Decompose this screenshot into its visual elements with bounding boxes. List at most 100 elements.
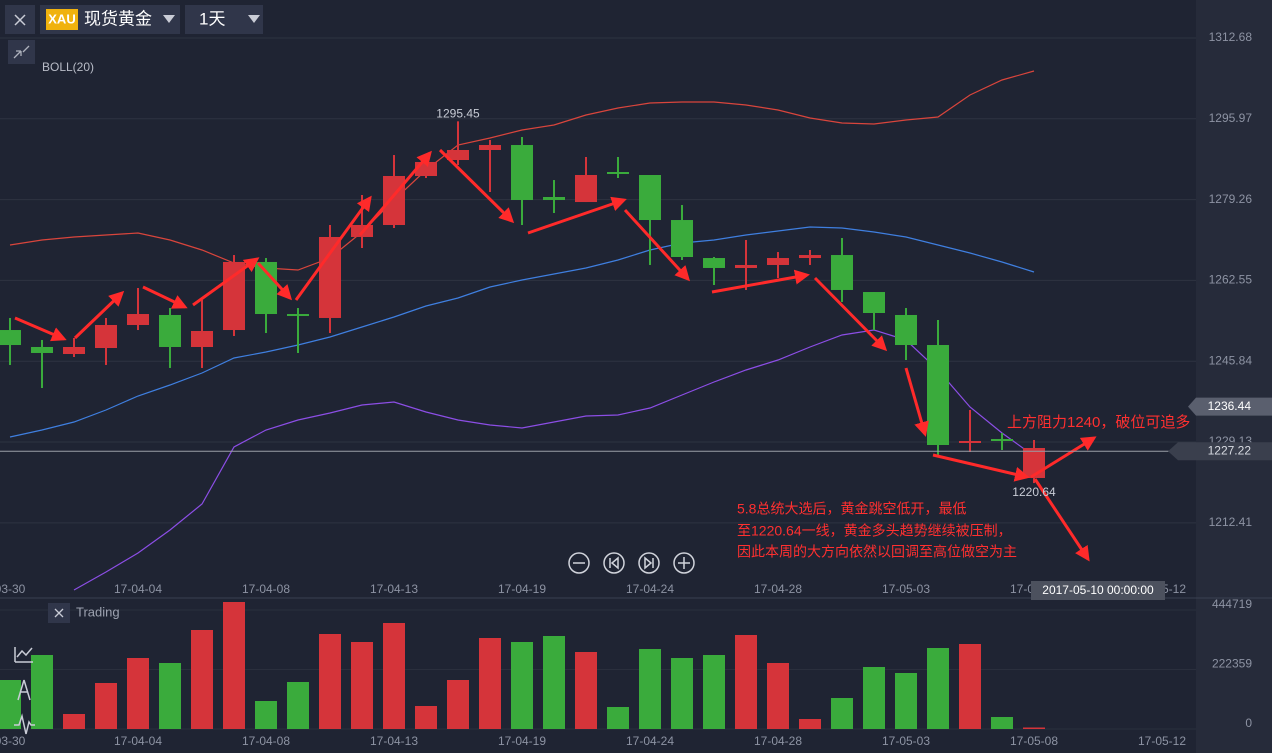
candle-body: [895, 314, 917, 346]
go-start[interactable]: [603, 552, 625, 574]
go-end[interactable]: [638, 552, 660, 574]
x-tick-label: 17-04-08: [242, 734, 290, 748]
indicator-label: BOLL(20): [42, 60, 94, 74]
nav-controls: [568, 552, 695, 574]
volume-bar: [831, 698, 853, 729]
price-label: 1227.22: [1208, 443, 1252, 457]
volume-bar: [319, 633, 341, 729]
x-tick-label: 17-04-13: [370, 582, 418, 596]
symbol-badge: [46, 9, 78, 30]
volume-bar: [959, 643, 981, 729]
y-tick-label: 1312.68: [1209, 30, 1253, 44]
value-label: 1295.45: [436, 106, 480, 120]
candle-body: [31, 346, 53, 353]
tool-icon[interactable]: [14, 647, 33, 663]
candle-body: [95, 324, 117, 349]
candle-body: [831, 255, 853, 290]
x-tick-label: 17-04-28: [754, 734, 802, 748]
zoom-in[interactable]: [673, 552, 695, 574]
x-tick-label: 17-04-24: [626, 734, 674, 748]
candle-body: [767, 258, 789, 265]
arrow: [14, 316, 67, 342]
candle-body: [607, 171, 629, 174]
x-tick-label: 03-30: [0, 582, 26, 596]
close-icon: [54, 608, 64, 618]
volume-bar: [479, 638, 501, 729]
arrow: [527, 196, 627, 235]
x-tick-label: 17-04-13: [370, 734, 418, 748]
x-tick-label: 17-04-04: [114, 582, 162, 596]
y-tick-label: 1212.41: [1209, 515, 1253, 529]
volume-bar: [255, 700, 277, 729]
annotation: 至1220.64一线，黄金多头趋势继续被压制，: [737, 523, 1012, 539]
arrow: [73, 290, 125, 340]
candle-body: [159, 314, 181, 347]
annotation: 因此本周的大方向依然以回调至高位做空为主: [737, 544, 1017, 560]
annotation: 5.8总统大选后，黄金跳空低开，最低: [737, 501, 966, 517]
boll-line: [9, 226, 1035, 438]
y-tick-label: 222359: [1212, 657, 1252, 671]
volume-bar: [863, 667, 885, 729]
candle-body: [639, 174, 661, 221]
volume-bar: [703, 655, 725, 729]
volume-bar: [575, 651, 597, 729]
volume-bar: [735, 635, 757, 729]
arrows: [14, 148, 1097, 562]
annotation: 上方阻力1240，破位可追多: [1007, 414, 1190, 431]
candle-body: [959, 440, 981, 443]
arrow: [256, 261, 293, 301]
candle-body: [671, 220, 693, 258]
x-tick-label: 17-05-12: [1138, 734, 1186, 748]
x-tick-label: 17-05-08: [1010, 734, 1058, 748]
candle-body: [511, 145, 533, 200]
interval-select[interactable]: [185, 5, 263, 34]
volume-bar: [95, 682, 117, 729]
axis-panel: [1196, 0, 1272, 753]
collapse-icon: [13, 45, 30, 59]
symbol-badge-text: XAU: [48, 11, 75, 26]
volume-bar: [287, 681, 309, 729]
candle-body: [991, 439, 1013, 442]
panel-title: Trading: [76, 604, 120, 619]
crosshair-label: 2017-05-10 00:00:00: [1042, 583, 1154, 597]
arrow: [1030, 436, 1097, 479]
candle-body: [543, 196, 565, 200]
boll-line: [9, 70, 1035, 271]
x-tick-label: 17-04-28: [754, 582, 802, 596]
volume-bar: [543, 636, 565, 729]
price-label: 1236.44: [1208, 399, 1252, 413]
volume-bar: [63, 713, 85, 729]
arrow: [711, 269, 810, 294]
volume-bar: [895, 672, 917, 729]
volume-bar: [1023, 727, 1045, 729]
x-tick-label: 17-04-08: [242, 582, 290, 596]
candle-body: [191, 330, 213, 347]
x-tick-label: 17-05-03: [882, 582, 930, 596]
candle-body: [927, 345, 949, 446]
value-label: 1220.64: [1012, 485, 1056, 499]
arrow: [192, 257, 260, 307]
zoom-out[interactable]: [568, 552, 590, 574]
tool-icon[interactable]: [17, 679, 31, 701]
candle-body: [703, 258, 725, 268]
candle-body: [0, 330, 21, 346]
y-tick-label: 1279.26: [1209, 192, 1253, 206]
volume-bar: [639, 649, 661, 729]
volume-bar: [383, 622, 405, 729]
x-tick-label: 17-04-24: [626, 582, 674, 596]
arrow: [294, 195, 372, 301]
candle-body: [63, 346, 85, 355]
volume-bar: [223, 601, 245, 729]
dropdown-icon: [163, 15, 175, 23]
volume-bar: [767, 662, 789, 729]
interval: 1天: [199, 9, 225, 28]
tool-icon[interactable]: [14, 713, 35, 735]
price-marker: [1188, 397, 1272, 416]
candle-body: [799, 255, 821, 259]
volume-bar: [799, 719, 821, 729]
close-icon: [14, 14, 26, 26]
y-tick-label: 0: [1245, 716, 1252, 730]
candle-body: [575, 174, 597, 203]
